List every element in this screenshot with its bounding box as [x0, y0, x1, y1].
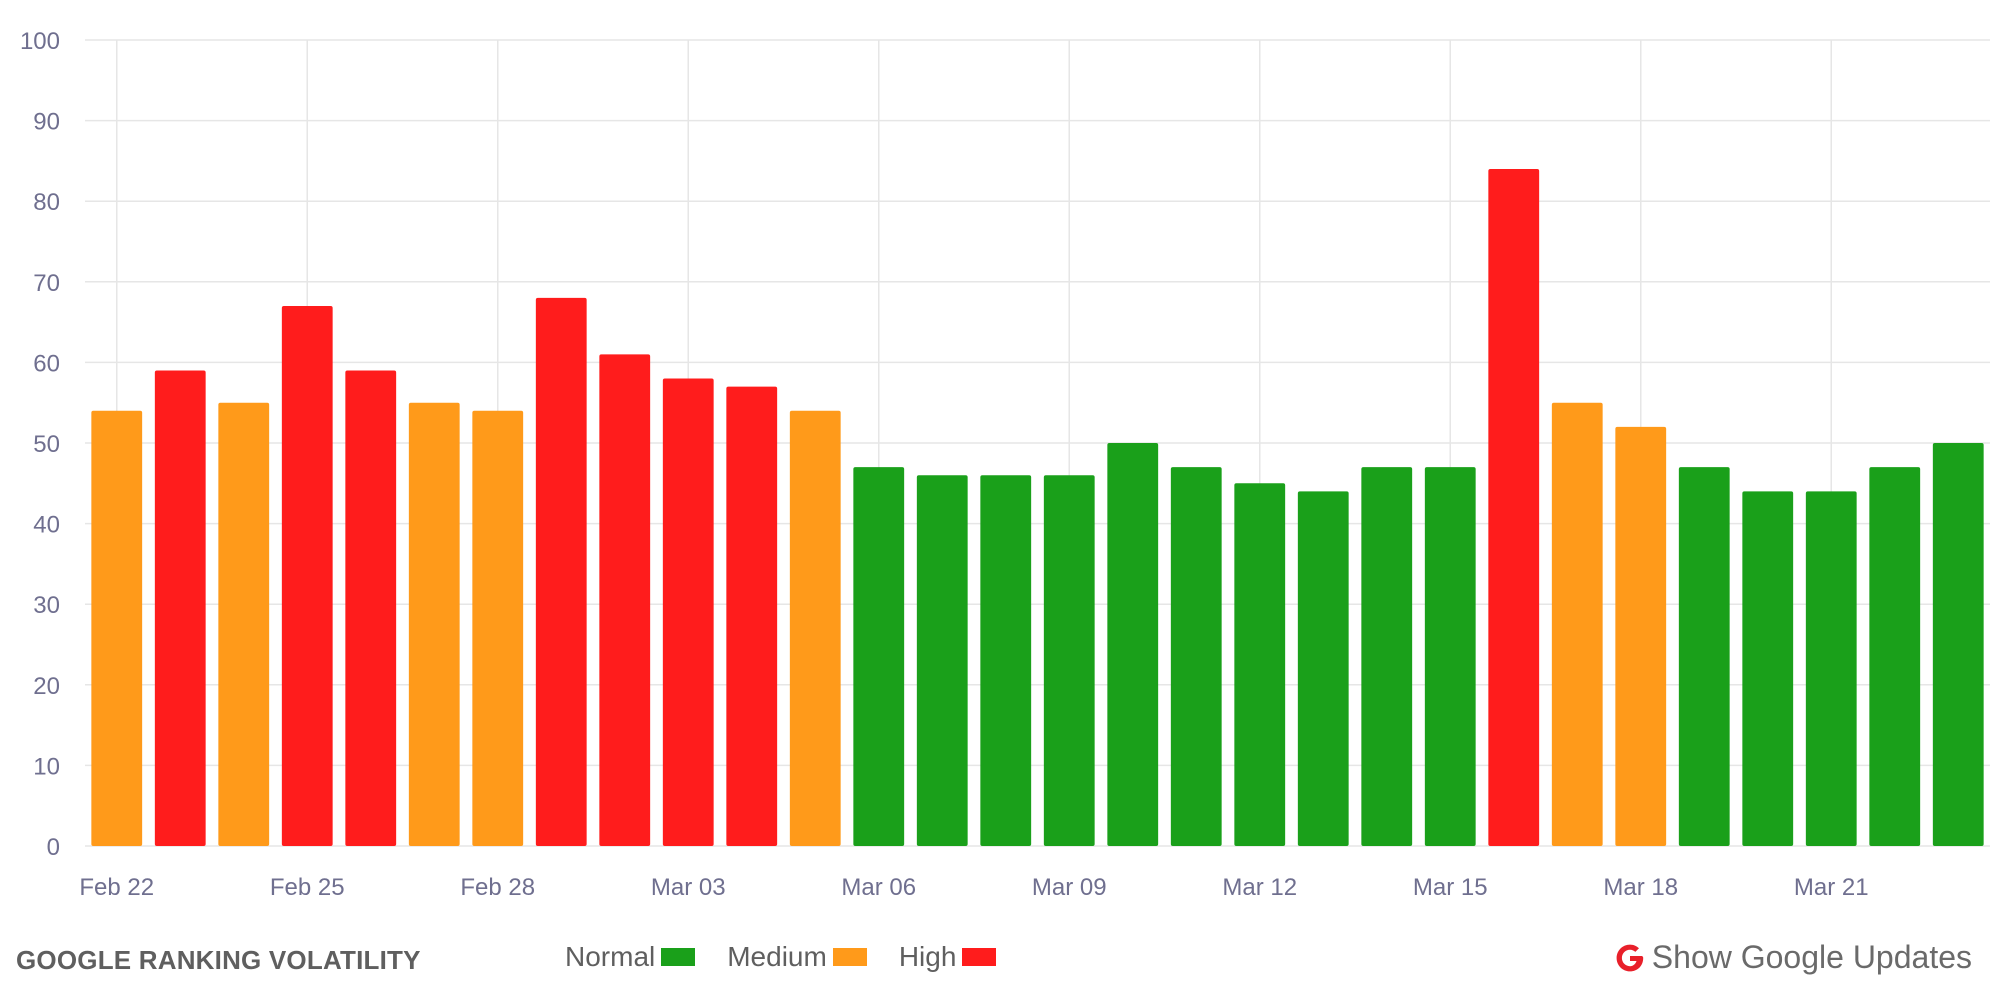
bar[interactable]: [345, 370, 397, 846]
bar[interactable]: [1361, 467, 1413, 846]
bar[interactable]: [599, 354, 651, 846]
show-google-updates-label: Show Google Updates: [1651, 939, 1972, 975]
show-google-updates-button[interactable]: Show Google Updates: [1614, 939, 1972, 976]
bar[interactable]: [535, 297, 587, 846]
legend-item-high[interactable]: High: [899, 941, 997, 973]
bars: [91, 168, 1984, 847]
bar[interactable]: [1488, 168, 1540, 846]
bar[interactable]: [1805, 491, 1857, 846]
y-tick-label: 40: [33, 512, 60, 539]
x-tick-label: Mar 15: [1413, 874, 1488, 901]
bar[interactable]: [1234, 483, 1286, 846]
bar[interactable]: [1297, 491, 1349, 846]
legend-swatch-normal: [661, 948, 696, 966]
y-axis: 0 10 20 30 40 50 60 70 80 90 100: [20, 28, 60, 861]
bar[interactable]: [1869, 467, 1921, 846]
bar[interactable]: [472, 410, 524, 846]
x-tick-label: Mar 09: [1032, 874, 1107, 901]
chart-title: GOOGLE RANKING VOLATILITY: [16, 945, 421, 975]
x-tick-label: Mar 03: [651, 874, 726, 901]
y-tick-label: 100: [20, 28, 60, 55]
bar[interactable]: [789, 410, 841, 846]
chart-footer: GOOGLE RANKING VOLATILITY Normal Medium …: [0, 935, 2000, 985]
bar[interactable]: [218, 402, 270, 846]
x-tick-label: Mar 18: [1603, 874, 1678, 901]
google-g-icon: [1616, 944, 1643, 971]
x-tick-label: Mar 06: [841, 874, 916, 901]
bar[interactable]: [1043, 475, 1095, 846]
bar[interactable]: [91, 410, 143, 846]
bar[interactable]: [1615, 426, 1667, 846]
bar[interactable]: [408, 402, 460, 846]
bar[interactable]: [1551, 402, 1603, 846]
bar[interactable]: [1170, 467, 1222, 846]
bar[interactable]: [853, 467, 905, 846]
bar[interactable]: [154, 370, 206, 846]
bar[interactable]: [1107, 443, 1159, 846]
x-axis: Feb 22 Feb 25 Feb 28 Mar 03 Mar 06 Mar 09 Mar …: [79, 874, 1868, 901]
y-tick-label: 70: [33, 270, 60, 297]
legend-item-medium[interactable]: Medium: [727, 941, 867, 973]
y-tick-label: 20: [33, 673, 60, 700]
bar[interactable]: [916, 475, 968, 846]
y-tick-label: 80: [33, 189, 60, 216]
x-tick-label: Feb 22: [79, 874, 154, 901]
y-tick-label: 0: [47, 834, 60, 861]
legend-label-normal: Normal: [565, 941, 656, 972]
y-tick-label: 50: [33, 431, 60, 458]
legend-swatch-high: [962, 948, 997, 966]
legend-label-medium: Medium: [727, 941, 827, 972]
bar[interactable]: [1678, 467, 1730, 846]
bar[interactable]: [980, 475, 1032, 846]
legend-label-high: High: [898, 941, 957, 972]
x-tick-label: Feb 28: [460, 874, 535, 901]
legend-swatch-medium: [832, 948, 867, 966]
x-tick-label: Feb 25: [270, 874, 345, 901]
bar[interactable]: [281, 305, 333, 847]
x-tick-label: Mar 12: [1222, 874, 1297, 901]
bar[interactable]: [662, 378, 714, 846]
x-tick-label: Mar 21: [1794, 874, 1869, 901]
bar[interactable]: [1932, 443, 1984, 846]
bar[interactable]: [1424, 467, 1476, 846]
legend: Normal Medium High: [565, 941, 1028, 973]
y-tick-label: 90: [33, 109, 60, 136]
y-tick-label: 30: [33, 592, 60, 619]
bar[interactable]: [726, 386, 778, 846]
legend-item-normal[interactable]: Normal: [565, 941, 696, 973]
y-tick-label: 10: [33, 753, 60, 780]
y-tick-label: 60: [33, 350, 60, 377]
bar[interactable]: [1742, 491, 1794, 846]
